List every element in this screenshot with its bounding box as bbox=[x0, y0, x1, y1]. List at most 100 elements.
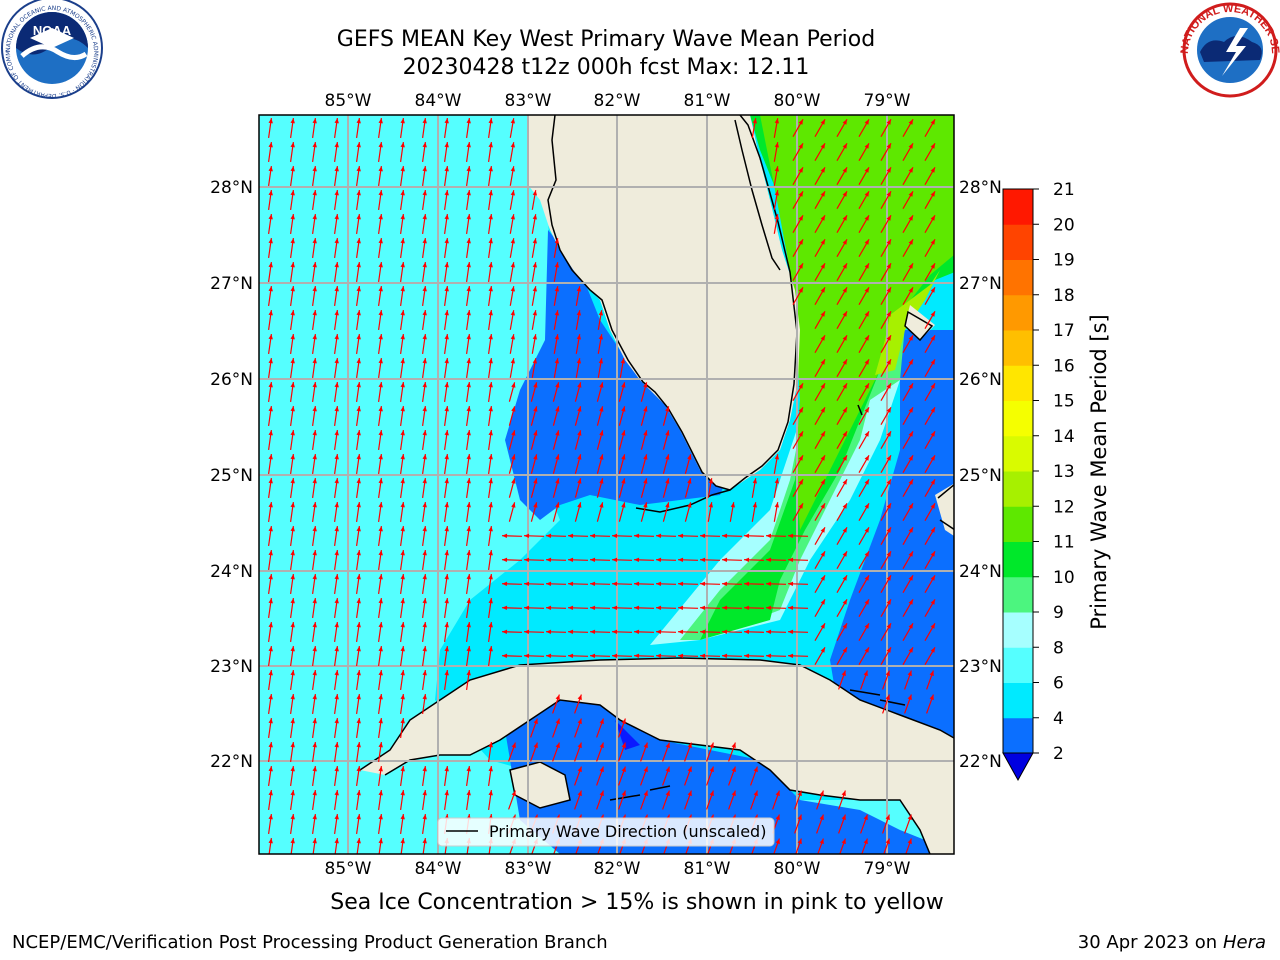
wave-arrow-head bbox=[820, 383, 825, 389]
wave-arrow-head bbox=[488, 574, 493, 580]
wave-arrow-head bbox=[797, 814, 802, 821]
wave-arrow-head bbox=[798, 479, 803, 485]
wave-arrow-head bbox=[356, 742, 361, 748]
wave-arrow-head bbox=[466, 790, 471, 796]
wave-arrow-head bbox=[774, 190, 779, 196]
wave-arrow-head bbox=[546, 605, 552, 610]
wave-arrow-head bbox=[908, 527, 913, 533]
wave-arrow-head bbox=[665, 742, 670, 749]
wave-arrow-head bbox=[510, 142, 515, 148]
period-band-below-2 bbox=[615, 720, 640, 750]
wave-arrow-head bbox=[930, 455, 935, 461]
wave-arrow-head bbox=[643, 454, 648, 460]
wave-arrow-head bbox=[864, 167, 869, 173]
wave-arrow-head bbox=[864, 575, 869, 581]
lat-label-right: 28°N bbox=[959, 178, 1002, 198]
wave-arrow-head bbox=[422, 406, 427, 412]
wave-arrow-head bbox=[510, 118, 515, 124]
wave-arrow-head bbox=[708, 478, 713, 484]
wave-arrow-head bbox=[886, 311, 891, 317]
wave-arrow-head bbox=[511, 502, 516, 508]
wave-arrow-head bbox=[334, 766, 339, 772]
wave-arrow-head bbox=[775, 838, 780, 845]
wave-arrow-head bbox=[656, 557, 662, 562]
wave-arrow-head bbox=[621, 406, 626, 412]
nws-logo-ring-text: NATIONAL WEATHER SERVICE bbox=[0, 0, 1280, 54]
wave-arrow-head bbox=[656, 653, 662, 658]
wave-arrow-head bbox=[268, 238, 273, 244]
wave-arrow-head bbox=[546, 533, 552, 538]
wave-arrow-head bbox=[766, 557, 772, 562]
wave-arrow-head bbox=[378, 142, 383, 148]
wave-arrow-head bbox=[422, 838, 427, 844]
wave-arrow-head bbox=[864, 455, 869, 461]
wave-arrow-head bbox=[634, 581, 640, 586]
wave-arrow-head bbox=[930, 215, 935, 221]
wave-arrow-head bbox=[774, 454, 779, 460]
wave-arrow-head bbox=[820, 167, 825, 173]
wave-arrow-head bbox=[864, 503, 869, 509]
wave-arrow-head bbox=[290, 574, 295, 580]
wave-arrow-head bbox=[621, 430, 626, 436]
wave-arrow-head bbox=[656, 629, 662, 634]
wave-arrow-head bbox=[885, 694, 890, 701]
wave-arrow-head bbox=[312, 310, 317, 316]
wave-arrow-head bbox=[788, 533, 794, 538]
wave-arrow-head bbox=[577, 430, 582, 436]
lon-label-bottom: 81°W bbox=[684, 859, 731, 879]
wave-arrow-head bbox=[643, 502, 648, 508]
lat-label-left: 22°N bbox=[210, 752, 253, 772]
wave-arrow-head bbox=[488, 550, 493, 556]
colorbar-tick-label: 15 bbox=[1053, 392, 1075, 412]
colorbar-segment bbox=[1003, 259, 1033, 296]
wave-arrow-head bbox=[820, 455, 825, 461]
plot-title: GEFS MEAN Key West Primary Wave Mean Per… bbox=[336, 27, 876, 52]
wave-arrow-head bbox=[312, 670, 317, 676]
wave-arrow-head bbox=[268, 430, 273, 436]
wave-arrow-head bbox=[290, 502, 295, 508]
wave-arrow-head bbox=[590, 533, 596, 538]
lat-label-right: 25°N bbox=[959, 466, 1002, 486]
colorbar-tick-label: 12 bbox=[1053, 497, 1075, 517]
wave-arrow-head bbox=[466, 118, 471, 124]
wave-arrow-head bbox=[524, 653, 530, 658]
wave-arrow-head bbox=[678, 581, 684, 586]
wave-arrow-head bbox=[356, 694, 361, 700]
colorbar-segment bbox=[1003, 612, 1033, 648]
wave-arrow-head bbox=[268, 814, 273, 820]
wave-arrow-head bbox=[731, 790, 736, 797]
wave-arrow-head bbox=[444, 334, 449, 340]
wave-arrow-head bbox=[820, 191, 825, 197]
wave-arrow-head bbox=[842, 503, 847, 509]
wave-arrow-head bbox=[752, 478, 757, 484]
wave-arrow-head bbox=[444, 262, 449, 268]
footer-credit: NCEP/EMC/Verification Post Processing Pr… bbox=[12, 932, 608, 953]
wave-arrow-head bbox=[422, 454, 427, 460]
wave-arrow-head bbox=[334, 622, 339, 628]
wave-arrow-head bbox=[842, 335, 847, 341]
wave-arrow-head bbox=[864, 599, 869, 605]
wave-arrow-head bbox=[268, 118, 273, 124]
wave-arrow-head bbox=[422, 118, 427, 124]
wave-arrow-head bbox=[766, 653, 772, 658]
wave-arrow-head bbox=[842, 143, 847, 149]
wave-arrow-head bbox=[422, 334, 427, 340]
wave-arrow-head bbox=[488, 646, 493, 652]
wave-arrow-head bbox=[930, 407, 935, 413]
wave-arrow-head bbox=[444, 382, 449, 388]
colorbar-tick-label: 21 bbox=[1053, 180, 1075, 200]
wave-arrow-head bbox=[819, 790, 824, 797]
wave-arrow-head bbox=[752, 502, 757, 508]
wave-arrow-head bbox=[422, 478, 427, 484]
wave-arrow-head bbox=[400, 166, 405, 172]
wave-arrow-head bbox=[820, 119, 825, 125]
wave-arrow-head bbox=[798, 455, 803, 461]
wave-arrow-head bbox=[268, 406, 273, 412]
lon-label-bottom: 79°W bbox=[864, 859, 911, 879]
wave-arrow-head bbox=[590, 581, 596, 586]
wave-arrow-head bbox=[533, 478, 538, 484]
wave-arrow-head bbox=[621, 478, 626, 484]
wave-arrow-head bbox=[466, 214, 471, 220]
wave-arrow-head bbox=[788, 653, 794, 658]
wave-arrow-head bbox=[744, 533, 750, 538]
